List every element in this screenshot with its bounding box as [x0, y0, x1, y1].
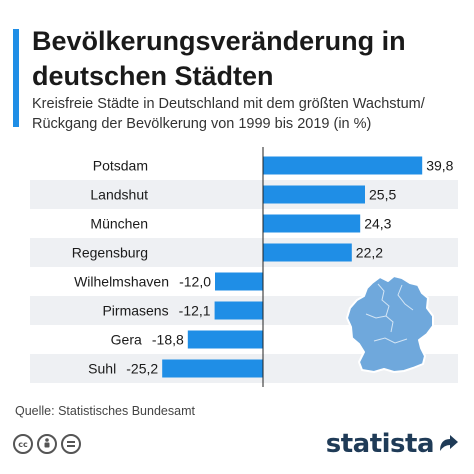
row-stripe	[30, 238, 458, 267]
category-label: Potsdam	[93, 158, 148, 174]
value-label: 25,5	[369, 187, 396, 203]
attribution-icon[interactable]	[37, 434, 57, 454]
statista-logo[interactable]: statista	[326, 426, 460, 462]
value-label: -18,8	[152, 332, 184, 348]
bar-gera	[187, 330, 263, 349]
chart-subtitle: Kreisfreie Städte in Deutschland mit dem…	[32, 96, 425, 132]
category-label: Gera	[111, 332, 142, 348]
source-note: Quelle: Statistisches Bundesamt	[15, 404, 195, 418]
category-label: Pirmasens	[102, 303, 168, 319]
bar-pirmasens	[214, 301, 263, 320]
value-label: 22,2	[356, 245, 383, 261]
value-label: 24,3	[364, 216, 391, 232]
bar-m-nchen	[263, 214, 361, 233]
footer: cc statista	[0, 424, 474, 474]
category-label: Wilhelmshaven	[74, 274, 169, 290]
accent-bar	[13, 29, 19, 127]
logo-text: statista	[325, 429, 435, 459]
license-icons: cc	[13, 434, 81, 454]
no-derivatives-icon[interactable]	[61, 434, 81, 454]
bar-potsdam	[263, 156, 423, 175]
category-label: München	[90, 216, 148, 232]
bar-landshut	[263, 185, 365, 204]
value-label: -25,2	[126, 361, 158, 377]
value-label: -12,1	[179, 303, 211, 319]
category-label: Landshut	[90, 187, 148, 203]
creative-commons-icon[interactable]: cc	[13, 434, 33, 454]
germany-map-icon	[346, 275, 434, 373]
value-label: 39,8	[426, 158, 453, 174]
category-label: Regensburg	[72, 245, 148, 261]
bar-suhl	[162, 359, 263, 378]
row-stripe	[30, 180, 458, 209]
value-label: -12,0	[179, 274, 211, 290]
logo-mark-icon	[438, 433, 460, 455]
bar-regensburg	[263, 243, 352, 262]
bar-wilhelmshaven	[215, 272, 263, 291]
chart-title: Bevölkerungsveränderung in deutschen Stä…	[32, 26, 406, 91]
category-label: Suhl	[88, 361, 116, 377]
